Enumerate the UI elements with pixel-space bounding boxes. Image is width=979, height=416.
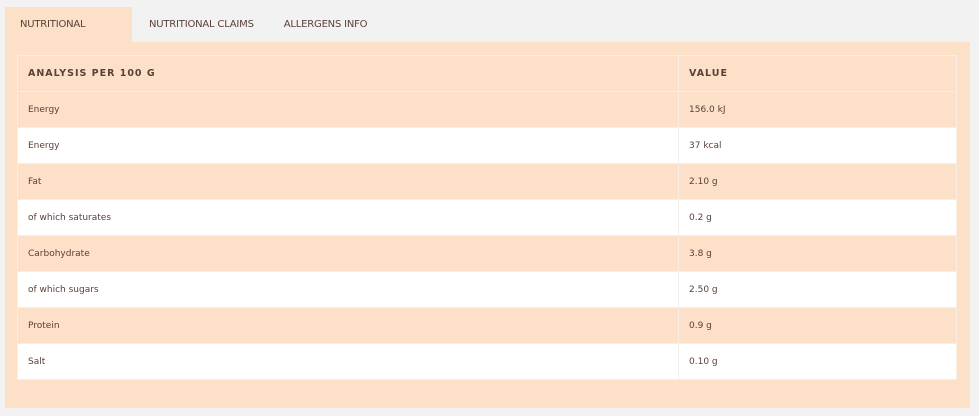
nutrient-value: 0.2 g [678, 199, 957, 236]
tab-nutritional-facts[interactable]: NUTRITIONAL FACTS [5, 7, 132, 65]
tab-panel: ANALYSIS PER 100 G VALUE Energy 156.0 kJ E… [5, 42, 970, 408]
nutrient-name: Protein [17, 307, 679, 344]
nutrient-name: Salt [17, 343, 679, 380]
table-row: Fat 2.10 g [17, 163, 957, 200]
nutrient-value: 0.9 g [678, 307, 957, 344]
nutrient-name: Carbohydrate [17, 235, 679, 272]
table-row: Energy 37 kcal [17, 127, 957, 164]
table-row: Protein 0.9 g [17, 307, 957, 344]
table-row: Carbohydrate 3.8 g [17, 235, 957, 272]
table-row: Salt 0.10 g [17, 343, 957, 380]
nutrient-value: 0.10 g [678, 343, 957, 380]
table-row: Energy 156.0 kJ [17, 91, 957, 128]
tab-allergens-info[interactable]: ALLERGENS INFO [283, 19, 368, 30]
nutrient-value: 2.50 g [678, 271, 957, 308]
nutrition-table: ANALYSIS PER 100 G VALUE Energy 156.0 kJ E… [17, 55, 957, 380]
nutrient-value: 3.8 g [678, 235, 957, 272]
nutrient-name: Energy [17, 127, 679, 164]
table-row: of which sugars 2.50 g [17, 271, 957, 308]
tab-bar: NUTRITIONAL FACTS NUTRITIONAL CLAIMS ALL… [5, 7, 381, 65]
nutrient-name: of which saturates [17, 199, 679, 236]
nutrient-name: of which sugars [17, 271, 679, 308]
nutrient-value: 2.10 g [678, 163, 957, 200]
nutrient-name: Fat [17, 163, 679, 200]
nutrient-value: 37 kcal [678, 127, 957, 164]
column-header-value: VALUE [678, 55, 957, 92]
tab-nutritional-claims[interactable]: NUTRITIONAL CLAIMS [149, 19, 254, 30]
column-header-analysis: ANALYSIS PER 100 G [17, 55, 679, 92]
nutrient-value: 156.0 kJ [678, 91, 957, 128]
nutrient-name: Energy [17, 91, 679, 128]
table-row: of which saturates 0.2 g [17, 199, 957, 236]
